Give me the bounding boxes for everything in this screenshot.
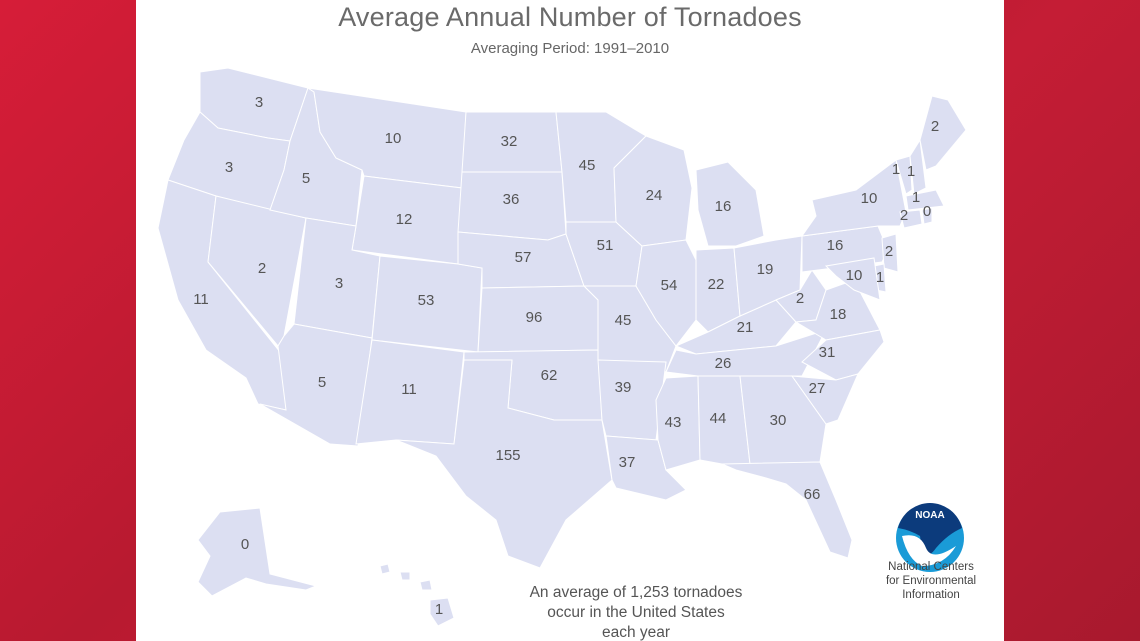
value-MS: 43 bbox=[665, 414, 682, 431]
state-WI bbox=[613, 135, 693, 247]
state-CO bbox=[371, 255, 483, 353]
value-KS: 96 bbox=[526, 309, 543, 326]
value-OR: 3 bbox=[225, 159, 233, 176]
value-NH: 1 bbox=[907, 163, 915, 180]
state-IL bbox=[635, 239, 697, 347]
state-VT bbox=[895, 155, 913, 195]
state-SC bbox=[790, 373, 859, 425]
value-NV: 2 bbox=[258, 260, 266, 277]
state-FL bbox=[721, 461, 853, 559]
caption-line-2: occur in the United States bbox=[547, 604, 725, 621]
value-NJ: 2 bbox=[885, 243, 893, 260]
caption: An average of 1,253 tornadoes occur in t… bbox=[496, 583, 776, 641]
value-AL: 44 bbox=[710, 410, 727, 427]
value-FL: 66 bbox=[804, 486, 821, 503]
value-CA: 11 bbox=[193, 291, 209, 308]
value-OH: 19 bbox=[757, 261, 774, 278]
value-RI: 0 bbox=[923, 203, 931, 220]
value-KY: 21 bbox=[737, 319, 754, 336]
value-ME: 2 bbox=[931, 118, 939, 135]
value-WV: 2 bbox=[796, 290, 804, 307]
value-MO: 45 bbox=[615, 312, 632, 329]
value-VA: 18 bbox=[830, 306, 847, 323]
value-UT: 3 bbox=[335, 275, 343, 292]
value-MT: 10 bbox=[385, 130, 402, 147]
map-subtitle: Averaging Period: 1991–2010 bbox=[470, 40, 670, 57]
value-NE: 57 bbox=[515, 249, 532, 266]
value-ND: 32 bbox=[501, 133, 518, 150]
value-HI: 1 bbox=[435, 601, 443, 618]
value-AK: 0 bbox=[241, 536, 249, 553]
state-CT bbox=[899, 209, 923, 229]
org-line-3: Information bbox=[902, 589, 960, 601]
us-map: 3 3 11 2 5 10 12 3 5 53 11 32 36 57 96 6… bbox=[157, 67, 967, 627]
value-SC: 27 bbox=[809, 380, 826, 397]
value-NY: 10 bbox=[861, 190, 878, 207]
value-MN: 45 bbox=[579, 157, 596, 174]
map-title: Average Annual Number of Tornadoes bbox=[338, 2, 802, 32]
value-IL: 54 bbox=[661, 277, 678, 294]
state-ME bbox=[919, 95, 967, 171]
state-RI bbox=[921, 207, 933, 225]
state-MD bbox=[824, 257, 881, 301]
state-TX bbox=[395, 359, 613, 569]
noaa-logo: NOAA bbox=[896, 503, 964, 572]
state-NY bbox=[800, 159, 907, 237]
value-LA: 37 bbox=[619, 454, 636, 471]
state-NH bbox=[909, 138, 927, 195]
value-CO: 53 bbox=[418, 292, 435, 309]
state-GA bbox=[739, 375, 827, 465]
value-CT: 2 bbox=[900, 207, 908, 224]
value-MI: 16 bbox=[715, 198, 732, 215]
noaa-logo-text: NOAA bbox=[915, 510, 944, 521]
state-MI bbox=[695, 161, 765, 247]
value-DE: 1 bbox=[876, 269, 884, 286]
value-MD: 10 bbox=[846, 267, 863, 284]
value-PA: 16 bbox=[827, 237, 844, 254]
state-MA bbox=[905, 189, 945, 211]
state-HI-2 bbox=[399, 571, 411, 581]
org-name: National Centers for Environmental Infor… bbox=[876, 560, 986, 602]
value-WY: 12 bbox=[396, 211, 413, 228]
org-line-1: National Centers bbox=[888, 561, 974, 573]
state-HI-1 bbox=[379, 563, 391, 575]
value-NC: 31 bbox=[819, 344, 836, 361]
value-WI: 24 bbox=[646, 187, 663, 204]
state-WY bbox=[351, 175, 463, 265]
value-WA: 3 bbox=[255, 94, 263, 111]
state-HI bbox=[429, 597, 455, 627]
value-AZ: 5 bbox=[318, 374, 326, 391]
value-AR: 39 bbox=[615, 379, 632, 396]
value-TX: 155 bbox=[495, 447, 520, 464]
caption-line-3: each year bbox=[601, 624, 671, 641]
value-MA: 1 bbox=[912, 189, 920, 206]
value-OK: 62 bbox=[541, 367, 558, 384]
value-IA: 51 bbox=[597, 237, 614, 254]
state-AK bbox=[197, 507, 318, 597]
value-GA: 30 bbox=[770, 412, 787, 429]
value-NM: 11 bbox=[401, 381, 417, 398]
map-panel: Average Annual Number of Tornadoes Avera… bbox=[136, 0, 1004, 641]
value-IN: 22 bbox=[708, 276, 725, 293]
value-TN: 26 bbox=[715, 355, 732, 372]
state-HI-3 bbox=[419, 579, 433, 591]
value-ID: 5 bbox=[302, 170, 310, 187]
state-NJ bbox=[881, 233, 899, 273]
org-line-2: for Environmental bbox=[885, 575, 977, 587]
value-SD: 36 bbox=[503, 191, 520, 208]
caption-line-1: An average of 1,253 tornadoes bbox=[529, 584, 743, 601]
value-VT: 1 bbox=[892, 161, 900, 178]
